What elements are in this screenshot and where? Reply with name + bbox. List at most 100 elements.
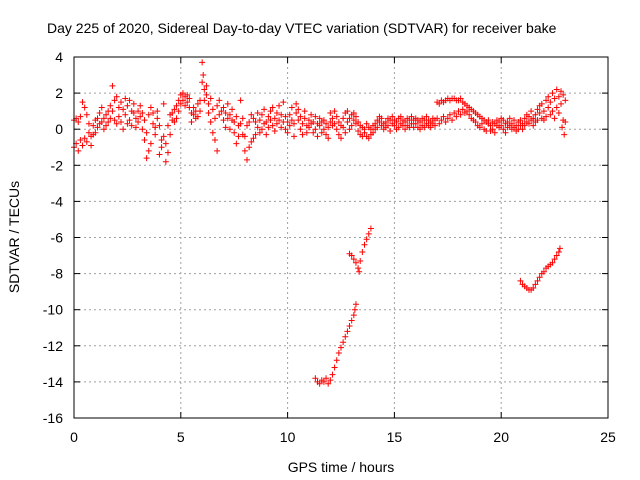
data-point — [220, 117, 227, 124]
data-point — [391, 122, 398, 129]
data-point — [540, 108, 547, 115]
data-point — [365, 230, 372, 237]
data-point — [205, 100, 212, 107]
data-point — [310, 118, 317, 125]
data-point — [237, 97, 244, 104]
data-point — [282, 113, 289, 120]
data-point — [107, 115, 114, 122]
data-point — [231, 129, 238, 136]
data-point — [543, 97, 550, 104]
data-point — [214, 147, 221, 154]
data-point — [402, 118, 409, 125]
data-point — [508, 120, 515, 127]
x-tick-label: 15 — [387, 429, 403, 445]
data-point — [239, 115, 246, 122]
data-point — [141, 137, 148, 144]
data-point — [237, 120, 244, 127]
data-point — [282, 126, 289, 133]
data-point — [331, 364, 338, 371]
data-point — [173, 115, 180, 122]
data-point — [498, 122, 505, 129]
data-point — [417, 126, 424, 133]
data-point — [344, 328, 351, 335]
data-point — [273, 109, 280, 116]
data-point — [135, 118, 142, 125]
data-point — [132, 115, 139, 122]
data-point — [77, 137, 84, 144]
data-point — [384, 122, 391, 129]
data-point — [312, 126, 319, 133]
data-point — [267, 117, 274, 124]
y-tick-label: -12 — [43, 338, 63, 354]
data-point — [393, 118, 400, 125]
data-point — [342, 333, 349, 340]
data-point — [342, 129, 349, 136]
data-point — [549, 108, 556, 115]
data-point — [197, 108, 204, 115]
chart-title: Day 225 of 2020, Sidereal Day-to-day VTE… — [47, 20, 557, 36]
data-point — [350, 256, 357, 263]
data-point — [162, 140, 169, 147]
data-point — [205, 109, 212, 116]
data-point — [487, 122, 494, 129]
data-point — [423, 113, 430, 120]
data-point — [92, 129, 99, 136]
data-point — [160, 133, 167, 140]
data-point — [81, 104, 88, 111]
data-point — [150, 120, 157, 127]
data-point — [545, 93, 552, 100]
data-point — [323, 131, 330, 138]
data-point — [171, 118, 178, 125]
data-point — [267, 108, 274, 115]
data-point — [154, 115, 161, 122]
data-point — [356, 268, 363, 275]
data-point — [241, 147, 248, 154]
data-point — [171, 106, 178, 113]
data-point — [286, 122, 293, 129]
data-point — [295, 117, 302, 124]
data-point — [128, 122, 135, 129]
data-point — [478, 120, 485, 127]
data-point — [417, 118, 424, 125]
data-point — [75, 118, 82, 125]
data-point — [421, 124, 428, 131]
data-point — [293, 100, 300, 107]
data-point — [184, 99, 191, 106]
data-point — [147, 104, 154, 111]
y-tick-label: 4 — [55, 49, 63, 65]
data-point — [207, 118, 214, 125]
y-tick-label: -16 — [43, 410, 63, 426]
data-point — [553, 86, 560, 93]
data-point — [549, 259, 556, 266]
data-point — [261, 106, 268, 113]
data-point — [351, 306, 358, 313]
data-point — [370, 129, 377, 136]
data-point — [120, 106, 127, 113]
data-point — [519, 126, 526, 133]
data-point — [152, 131, 159, 138]
data-point — [536, 109, 543, 116]
data-point — [305, 124, 312, 131]
data-point — [132, 124, 139, 131]
data-point — [160, 100, 167, 107]
data-point — [141, 117, 148, 124]
data-point — [115, 113, 122, 120]
data-point — [331, 108, 338, 115]
data-point — [291, 133, 298, 140]
data-point — [367, 225, 374, 232]
data-point — [216, 97, 223, 104]
data-point — [130, 100, 137, 107]
data-point — [214, 102, 221, 109]
data-point — [361, 241, 368, 248]
data-point — [543, 113, 550, 120]
x-axis-title: GPS time / hours — [288, 459, 395, 475]
data-point — [246, 144, 253, 151]
data-point — [164, 149, 171, 156]
data-point — [258, 111, 265, 118]
data-point — [207, 95, 214, 102]
data-point — [547, 99, 554, 106]
data-point — [235, 133, 242, 140]
data-point — [500, 126, 507, 133]
data-point — [211, 137, 218, 144]
data-point — [338, 344, 344, 351]
